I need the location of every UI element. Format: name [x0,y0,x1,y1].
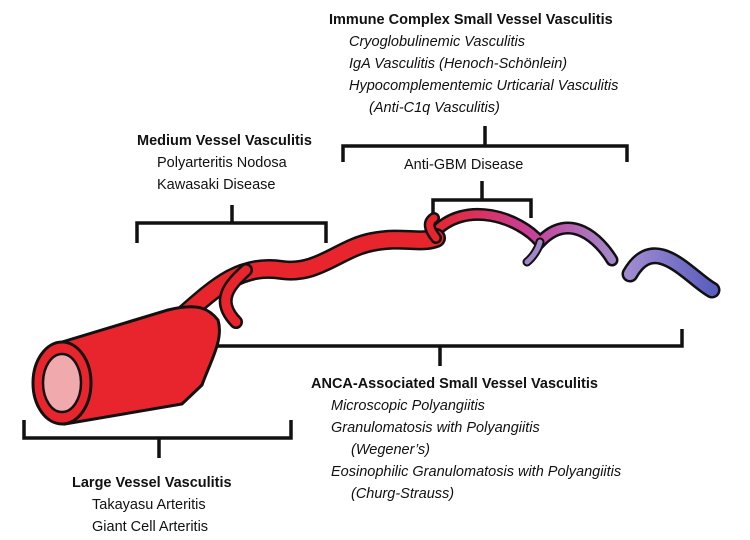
medium-vessel-item: Polyarteritis Nodosa [157,155,287,171]
medium-vessel-label: Medium Vessel Vasculitis Polyarteritis N… [137,130,312,196]
medium-vessel-title: Medium Vessel Vasculitis [137,133,312,149]
immune-complex-item: Cryoglobulinemic Vasculitis [349,34,525,50]
large-vessel-title: Large Vessel Vasculitis [72,475,232,491]
anca-label: ANCA-Associated Small Vessel Vasculitis … [311,373,621,505]
anca-item: Microscopic Polyangiitis [331,398,485,414]
anca-item: (Wegener’s) [351,442,430,458]
large-vessel-item: Takayasu Arteritis [92,497,206,513]
large-vessel-bracket [22,420,293,458]
medium-vessel-item: Kawasaki Disease [157,177,276,193]
anti-gbm-bracket [431,181,533,218]
immune-complex-label: Immune Complex Small Vessel Vasculitis C… [329,9,618,119]
anca-item: Eosinophilic Granulomatosis with Polyang… [331,464,622,480]
anca-item: Granulomatosis with Polyangiitis [331,420,540,436]
immune-complex-item: Hypocomplementemic Urticarial Vasculitis [349,78,619,94]
medium-vessel-bracket [135,205,328,243]
anca-item: (Churg-Strauss) [351,486,455,502]
immune-complex-title: Immune Complex Small Vessel Vasculitis [329,12,613,28]
immune-complex-item: (Anti-C1q Vasculitis) [369,100,500,116]
large-artery [60,305,221,426]
anca-bracket [205,329,684,366]
immune-complex-item: IgA Vasculitis (Henoch-Schönlein) [349,56,568,72]
artery-lumen-inner [41,352,83,414]
large-vessel-label: Large Vessel Vasculitis Takayasu Arterit… [72,472,232,538]
large-vessel-item: Giant Cell Arteritis [92,519,209,535]
immune-complex-bracket [341,126,629,162]
anti-gbm-label: Anti-GBM Disease [404,157,524,173]
anca-title: ANCA-Associated Small Vessel Vasculitis [311,376,598,392]
